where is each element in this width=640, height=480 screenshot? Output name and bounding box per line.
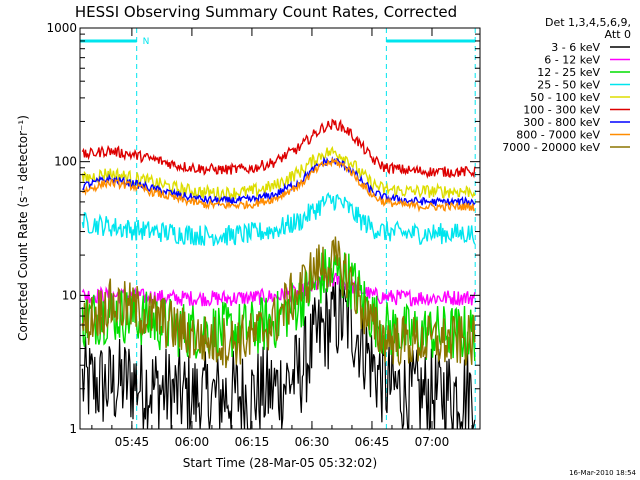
y-tick-label-3: 1000 <box>46 21 77 35</box>
series-line-1 <box>81 272 476 309</box>
y-axis-label: Corrected Count Rate (s⁻¹ detector⁻¹) <box>16 115 30 341</box>
plot-area: N <box>80 28 476 432</box>
series-line-5 <box>81 118 476 180</box>
series-line-6 <box>82 156 476 208</box>
x-tick-label-5: 07:00 <box>415 435 450 449</box>
x-axis: 05:45 06:00 06:15 06:30 06:45 07:00 <box>91 28 473 449</box>
y-tick-label-0: 1 <box>69 422 77 436</box>
legend-label-4: 50 - 100 keV <box>530 91 600 104</box>
y-axis: 1 10 100 1000 <box>46 21 480 436</box>
legend-label-1: 6 - 12 keV <box>544 54 600 67</box>
x-tick-label-0: 05:45 <box>115 435 150 449</box>
series-line-3 <box>81 192 476 247</box>
legend-label-0: 3 - 6 keV <box>551 41 600 54</box>
y-tick-label-1: 10 <box>62 288 77 302</box>
x-tick-label-2: 06:15 <box>235 435 270 449</box>
legend-label-3: 25 - 50 keV <box>537 79 600 92</box>
legend-label-7: 800 - 7000 keV <box>516 129 600 142</box>
series-line-2 <box>81 249 476 362</box>
legend-label-6: 300 - 800 keV <box>523 116 600 129</box>
x-tick-label-3: 06:30 <box>295 435 330 449</box>
x-tick-label-1: 06:00 <box>175 435 210 449</box>
flag-label: N <box>143 37 150 47</box>
legend-label-8: 7000 - 20000 keV <box>502 141 600 154</box>
legend-label-5: 100 - 300 keV <box>523 104 600 117</box>
series-line-8 <box>81 236 476 369</box>
series-line-4 <box>81 145 476 202</box>
timestamp: 16-Mar-2010 18:54 <box>569 469 636 477</box>
legend-header-line1: Det 1,3,4,5,6,9, <box>545 16 631 29</box>
legend-label-2: 12 - 25 keV <box>537 66 600 79</box>
legend-header-line2: Att 0 <box>605 28 631 41</box>
plot-frame <box>79 27 481 430</box>
series-line-7 <box>82 157 476 213</box>
x-tick-label-4: 06:45 <box>355 435 390 449</box>
y-tick-label-2: 100 <box>54 155 77 169</box>
x-axis-label: Start Time (28-Mar-05 05:32:02) <box>183 456 377 470</box>
series-line-0 <box>81 277 476 432</box>
chart-title: HESSI Observing Summary Count Rates, Cor… <box>75 3 457 21</box>
